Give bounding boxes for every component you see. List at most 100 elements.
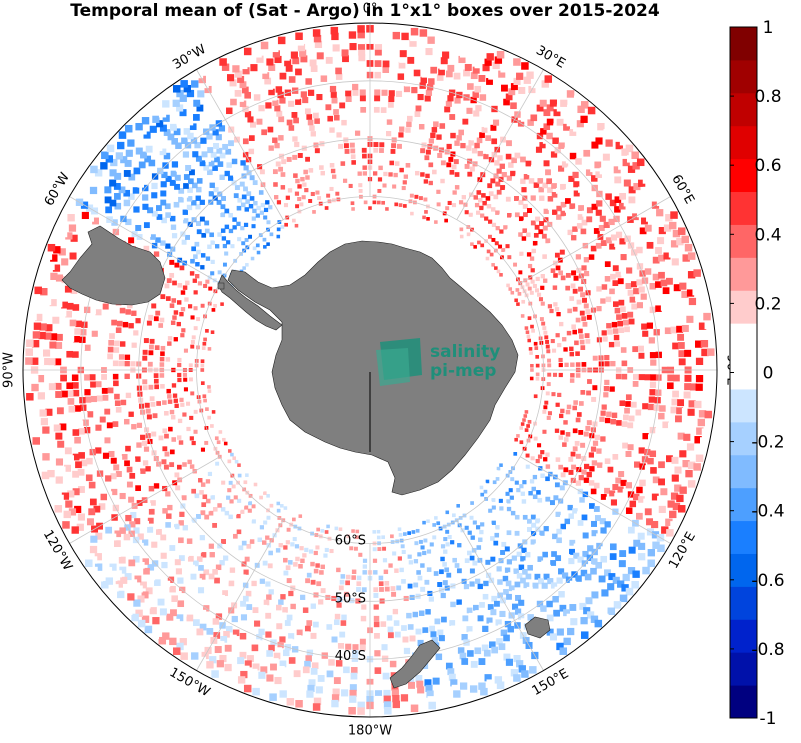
anomaly-cell bbox=[315, 172, 319, 176]
anomaly-cell bbox=[67, 343, 74, 350]
anomaly-cell bbox=[224, 251, 228, 255]
anomaly-cell bbox=[425, 174, 429, 178]
anomaly-cell bbox=[530, 479, 534, 483]
anomaly-cell bbox=[374, 633, 380, 639]
anomaly-cell bbox=[527, 565, 533, 571]
anomaly-cell bbox=[535, 217, 540, 222]
anomaly-cell bbox=[536, 277, 540, 281]
anomaly-cell bbox=[238, 491, 242, 495]
anomaly-cell bbox=[248, 477, 252, 481]
anomaly-cell bbox=[506, 594, 512, 600]
anomaly-cell bbox=[245, 473, 249, 477]
anomaly-cell bbox=[335, 68, 342, 75]
anomaly-cell bbox=[462, 215, 466, 219]
anomaly-cell bbox=[522, 499, 526, 503]
anomaly-cell bbox=[125, 374, 130, 379]
anomaly-cell bbox=[404, 86, 410, 92]
anomaly-cell bbox=[217, 426, 221, 430]
anomaly-cell bbox=[385, 587, 390, 592]
anomaly-cell bbox=[609, 490, 615, 496]
anomaly-cell bbox=[679, 487, 686, 494]
anomaly-cell bbox=[289, 125, 295, 131]
anomaly-cell bbox=[466, 589, 471, 594]
anomaly-cell bbox=[219, 175, 224, 180]
anomaly-cell bbox=[647, 323, 653, 329]
anomaly-cell bbox=[615, 272, 621, 278]
anomaly-cell bbox=[283, 545, 287, 549]
anomaly-cell bbox=[621, 480, 627, 486]
anomaly-cell bbox=[565, 189, 571, 195]
anomaly-cell bbox=[567, 331, 571, 335]
anomaly-cell bbox=[317, 178, 321, 182]
anomaly-cell bbox=[260, 489, 264, 493]
anomaly-cell bbox=[136, 442, 141, 447]
anomaly-cell bbox=[493, 480, 497, 484]
anomaly-cell bbox=[221, 481, 225, 485]
anomaly-cell bbox=[143, 350, 148, 355]
anomaly-cell bbox=[153, 469, 158, 474]
anomaly-cell bbox=[692, 288, 699, 295]
anomaly-cell bbox=[69, 406, 76, 413]
anomaly-cell bbox=[594, 162, 601, 169]
anomaly-cell bbox=[684, 375, 691, 382]
anomaly-cell bbox=[450, 133, 455, 138]
anomaly-cell bbox=[179, 398, 183, 402]
anomaly-cell bbox=[240, 160, 245, 165]
anomaly-cell bbox=[277, 509, 281, 513]
anomaly-cell bbox=[421, 545, 425, 549]
anomaly-cell bbox=[579, 237, 584, 242]
anomaly-cell bbox=[170, 410, 174, 414]
anomaly-cell bbox=[205, 329, 209, 333]
anomaly-cell bbox=[126, 393, 131, 398]
anomaly-cell bbox=[135, 318, 140, 323]
anomaly-cell bbox=[248, 183, 253, 188]
anomaly-cell bbox=[650, 382, 656, 388]
anomaly-cell bbox=[399, 203, 403, 207]
anomaly-cell bbox=[240, 633, 246, 639]
anomaly-cell bbox=[226, 496, 230, 500]
anomaly-cell bbox=[335, 121, 340, 126]
anomaly-cell bbox=[489, 144, 495, 150]
colorbar-segment bbox=[730, 192, 757, 225]
anomaly-cell bbox=[292, 518, 296, 522]
anomaly-cell bbox=[621, 347, 627, 353]
anomaly-cell bbox=[378, 183, 382, 187]
anomaly-cell bbox=[117, 591, 124, 598]
anomaly-cell bbox=[601, 240, 607, 246]
anomaly-cell bbox=[491, 647, 498, 654]
anomaly-cell bbox=[148, 379, 153, 384]
anomaly-cell bbox=[228, 213, 233, 218]
anomaly-cell bbox=[287, 528, 291, 532]
anomaly-cell bbox=[555, 482, 560, 487]
anomaly-cell bbox=[628, 527, 635, 534]
anomaly-cell bbox=[116, 152, 123, 159]
anomaly-cell bbox=[487, 204, 491, 208]
anomaly-cell bbox=[679, 450, 686, 457]
anomaly-cell bbox=[567, 309, 572, 314]
anomaly-cell bbox=[160, 608, 167, 615]
anomaly-cell bbox=[131, 380, 136, 385]
anomaly-cell bbox=[586, 277, 591, 282]
anomaly-cell bbox=[505, 244, 509, 248]
anomaly-cell bbox=[531, 280, 535, 284]
anomaly-cell bbox=[518, 292, 522, 296]
anomaly-cell bbox=[443, 537, 447, 541]
anomaly-cell bbox=[546, 133, 552, 139]
anomaly-cell bbox=[179, 214, 184, 219]
anomaly-cell bbox=[520, 296, 524, 300]
anomaly-cell bbox=[313, 622, 319, 628]
anomaly-cell bbox=[518, 232, 522, 236]
anomaly-cell bbox=[531, 268, 535, 272]
anomaly-cell bbox=[305, 655, 311, 661]
anomaly-cell bbox=[553, 240, 558, 245]
anomaly-cell bbox=[83, 222, 90, 229]
anomaly-cell bbox=[113, 421, 119, 427]
anomaly-cell bbox=[585, 339, 590, 344]
anomaly-cell bbox=[578, 520, 584, 526]
anomaly-cell bbox=[514, 299, 518, 303]
anomaly-cell bbox=[646, 315, 652, 321]
anomaly-cell bbox=[647, 560, 655, 568]
anomaly-cell bbox=[534, 346, 538, 350]
anomaly-cell bbox=[474, 86, 481, 93]
anomaly-cell bbox=[547, 382, 551, 386]
